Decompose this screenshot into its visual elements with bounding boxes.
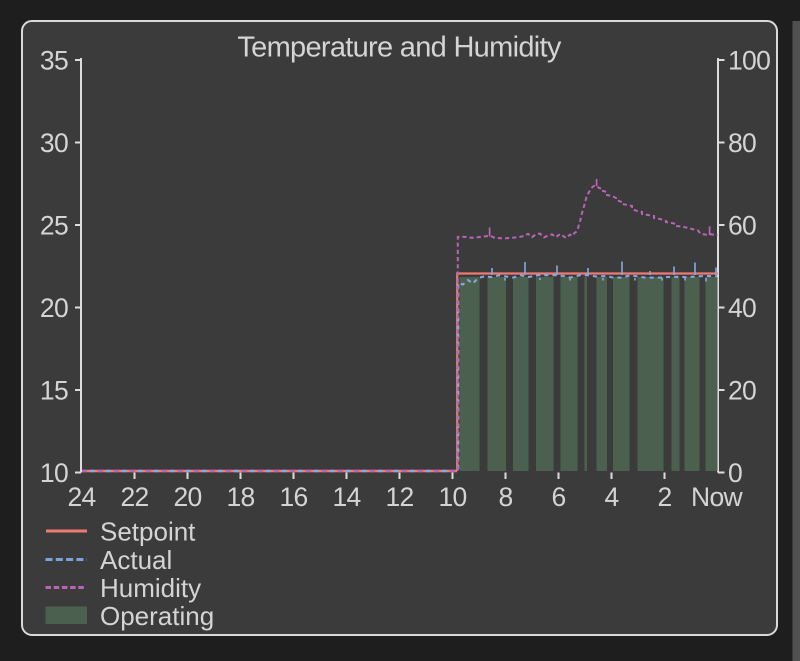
svg-text:10: 10 (40, 458, 68, 488)
svg-text:Now: Now (691, 482, 743, 512)
svg-text:12: 12 (385, 482, 413, 512)
svg-text:6: 6 (551, 482, 565, 512)
svg-text:20: 20 (40, 293, 68, 323)
svg-text:16: 16 (279, 482, 307, 512)
svg-text:40: 40 (728, 293, 756, 323)
svg-text:24: 24 (67, 482, 95, 512)
svg-text:Temperature and Humidity: Temperature and Humidity (237, 32, 561, 64)
svg-text:15: 15 (40, 376, 68, 406)
svg-text:2: 2 (657, 482, 671, 512)
svg-text:0: 0 (728, 458, 742, 488)
svg-text:14: 14 (332, 482, 360, 512)
svg-text:80: 80 (728, 128, 756, 158)
svg-text:4: 4 (604, 482, 618, 512)
svg-text:Operating: Operating (100, 601, 214, 631)
svg-text:30: 30 (40, 128, 68, 158)
svg-text:Setpoint: Setpoint (100, 517, 196, 547)
svg-text:35: 35 (40, 46, 68, 76)
svg-text:60: 60 (728, 211, 756, 241)
svg-text:10: 10 (438, 482, 466, 512)
svg-text:18: 18 (226, 482, 254, 512)
svg-text:22: 22 (120, 482, 148, 512)
svg-text:25: 25 (40, 211, 68, 241)
svg-text:100: 100 (728, 46, 770, 76)
svg-text:8: 8 (498, 482, 512, 512)
svg-text:20: 20 (728, 376, 756, 406)
svg-text:Actual: Actual (100, 545, 172, 575)
svg-text:Humidity: Humidity (100, 573, 201, 603)
svg-text:20: 20 (173, 482, 201, 512)
